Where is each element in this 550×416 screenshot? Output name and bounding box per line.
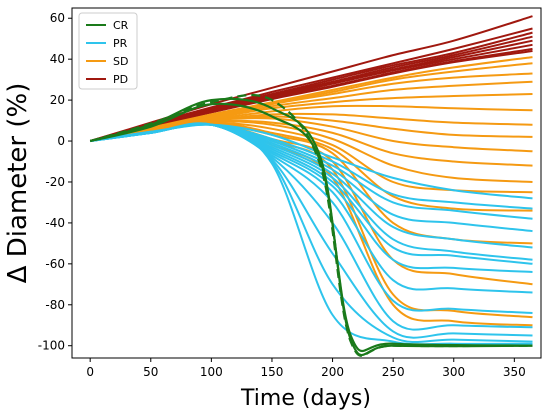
legend: CR PR SD PD <box>78 12 138 90</box>
x-tick-label: 350 <box>503 365 526 379</box>
series-lines <box>89 15 533 357</box>
x-tick-label: 200 <box>321 365 344 379</box>
x-tick-label: 0 <box>86 365 94 379</box>
pr-curve <box>90 122 533 346</box>
legend-label: PD <box>113 73 128 86</box>
cr-curve <box>89 102 533 353</box>
x-axis-ticks: 0 50 100 150 200 250 300 350 <box>86 358 526 379</box>
x-tick-label: 100 <box>200 365 223 379</box>
x-tick-label: 50 <box>143 365 158 379</box>
y-tick-label: 60 <box>50 11 65 25</box>
cr-curve <box>89 93 533 357</box>
legend-label: CR <box>113 19 129 32</box>
x-tick-label: 150 <box>261 365 284 379</box>
legend-label: PR <box>113 37 128 50</box>
y-tick-label: -80 <box>45 298 65 312</box>
y-tick-label: 20 <box>50 93 65 107</box>
x-tick-label: 250 <box>382 365 405 379</box>
y-tick-label: -60 <box>45 257 65 271</box>
y-tick-label: -20 <box>45 175 65 189</box>
x-tick-label: 300 <box>442 365 465 379</box>
y-tick-label: -100 <box>38 339 65 353</box>
y-axis-title: Δ Diameter (%) <box>3 83 33 284</box>
y-tick-label: -40 <box>45 216 65 230</box>
legend-label: SD <box>113 55 128 68</box>
y-tick-label: 0 <box>57 134 65 148</box>
y-tick-label: 40 <box>50 52 65 66</box>
plot-frame <box>71 7 542 359</box>
x-axis-title: Time (days) <box>240 386 371 411</box>
legend-box <box>78 12 138 90</box>
y-axis-ticks: -100 -80 -60 -40 -20 0 20 40 60 <box>38 11 72 353</box>
